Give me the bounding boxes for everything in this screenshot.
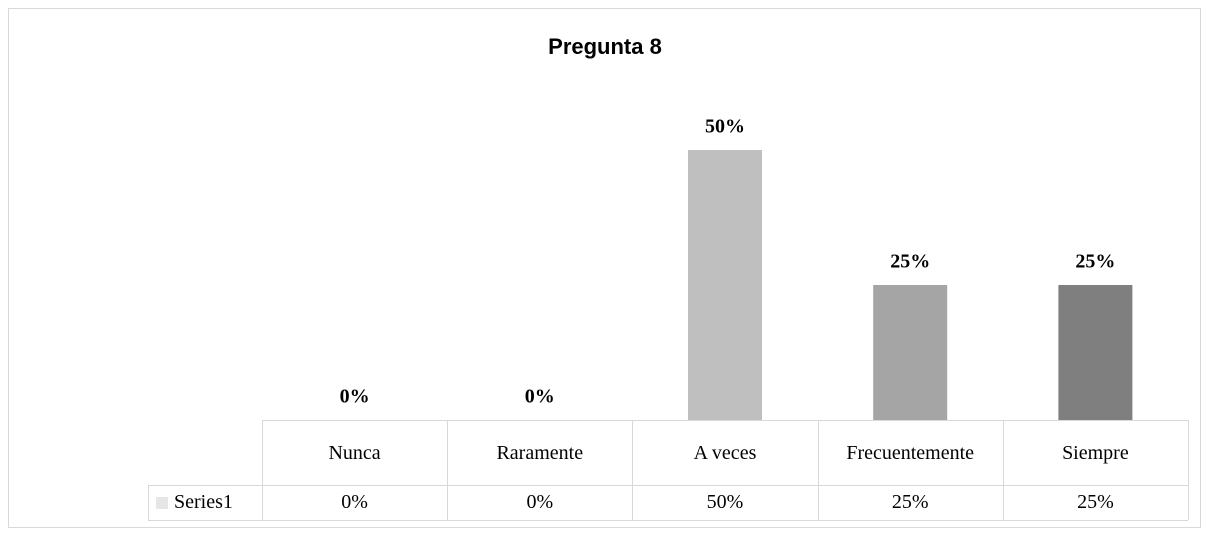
table-value: 0% bbox=[526, 491, 553, 513]
legend-label: Series1 bbox=[174, 491, 233, 513]
bar bbox=[688, 150, 762, 420]
x-tick-label: Frecuentemente bbox=[846, 441, 975, 464]
data-label: 0% bbox=[340, 386, 370, 408]
table-value: 25% bbox=[892, 491, 929, 513]
chart-title: Pregunta 8 bbox=[548, 34, 662, 59]
x-tick-label-box: Siempre bbox=[1062, 441, 1129, 464]
x-tick-label: Nunca bbox=[328, 441, 381, 464]
bar bbox=[873, 285, 948, 420]
chart-border bbox=[8, 8, 1201, 528]
table-value: 25% bbox=[1077, 491, 1114, 513]
data-label: 25% bbox=[1075, 251, 1115, 273]
data-label: 0% bbox=[525, 386, 555, 408]
x-tick-label-box: Raramente bbox=[496, 441, 584, 464]
x-tick-label: Raramente bbox=[496, 441, 584, 464]
x-tick-label-box: Nunca bbox=[328, 441, 381, 464]
x-tick-label: A veces bbox=[693, 441, 757, 464]
data-label: 25% bbox=[890, 251, 930, 273]
legend-key bbox=[156, 497, 168, 509]
x-tick-label-box: Frecuentemente bbox=[846, 441, 975, 464]
x-tick-label-box: A veces bbox=[693, 441, 757, 464]
data-label: 50% bbox=[705, 116, 745, 138]
bar bbox=[1058, 285, 1133, 420]
table-value: 50% bbox=[707, 491, 744, 513]
table-value: 0% bbox=[341, 491, 368, 513]
x-tick-label: Siempre bbox=[1062, 441, 1129, 464]
